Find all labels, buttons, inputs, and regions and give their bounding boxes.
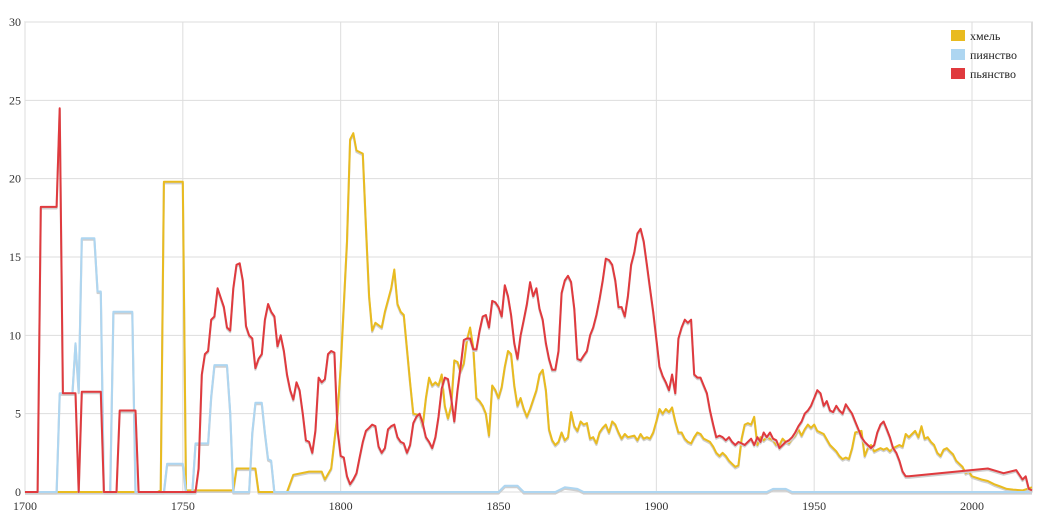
chart-grid xyxy=(24,21,1033,493)
y-tick-label: 25 xyxy=(9,93,21,107)
y-tick-label: 5 xyxy=(15,407,21,421)
legend-label-0: хмель xyxy=(970,29,1001,43)
x-tick-label: 1750 xyxy=(171,499,195,513)
x-tick-label: 2000 xyxy=(960,499,984,513)
x-tick-label: 1900 xyxy=(644,499,668,513)
legend-swatch-1 xyxy=(951,49,965,60)
series-layer xyxy=(25,107,1033,495)
series-shadow-0 xyxy=(25,133,1033,495)
y-tick-label: 10 xyxy=(9,328,21,342)
y-tick-label: 20 xyxy=(9,172,21,186)
series-line-2 xyxy=(25,107,1033,493)
x-tick-label: 1700 xyxy=(13,499,37,513)
x-tick-label: 1800 xyxy=(329,499,353,513)
series-line-1 xyxy=(25,237,1032,493)
y-tick-label: 0 xyxy=(15,485,21,499)
y-tick-label: 15 xyxy=(9,250,21,264)
legend-swatch-0 xyxy=(951,30,965,41)
legend-swatch-2 xyxy=(951,68,965,79)
series-line-0 xyxy=(25,132,1033,493)
legend-label-1: пиянство xyxy=(970,48,1017,62)
chart-legend: хмель пиянство пьянство xyxy=(951,29,1017,81)
axis-tick-labels: 0 5 10 15 20 25 30 1700 1750 1800 1850 1900 1950 2000 xyxy=(9,15,984,513)
legend-label-2: пьянство xyxy=(970,67,1016,81)
x-tick-label: 1850 xyxy=(487,499,511,513)
y-tick-label: 30 xyxy=(9,15,21,29)
x-tick-label: 1950 xyxy=(802,499,826,513)
